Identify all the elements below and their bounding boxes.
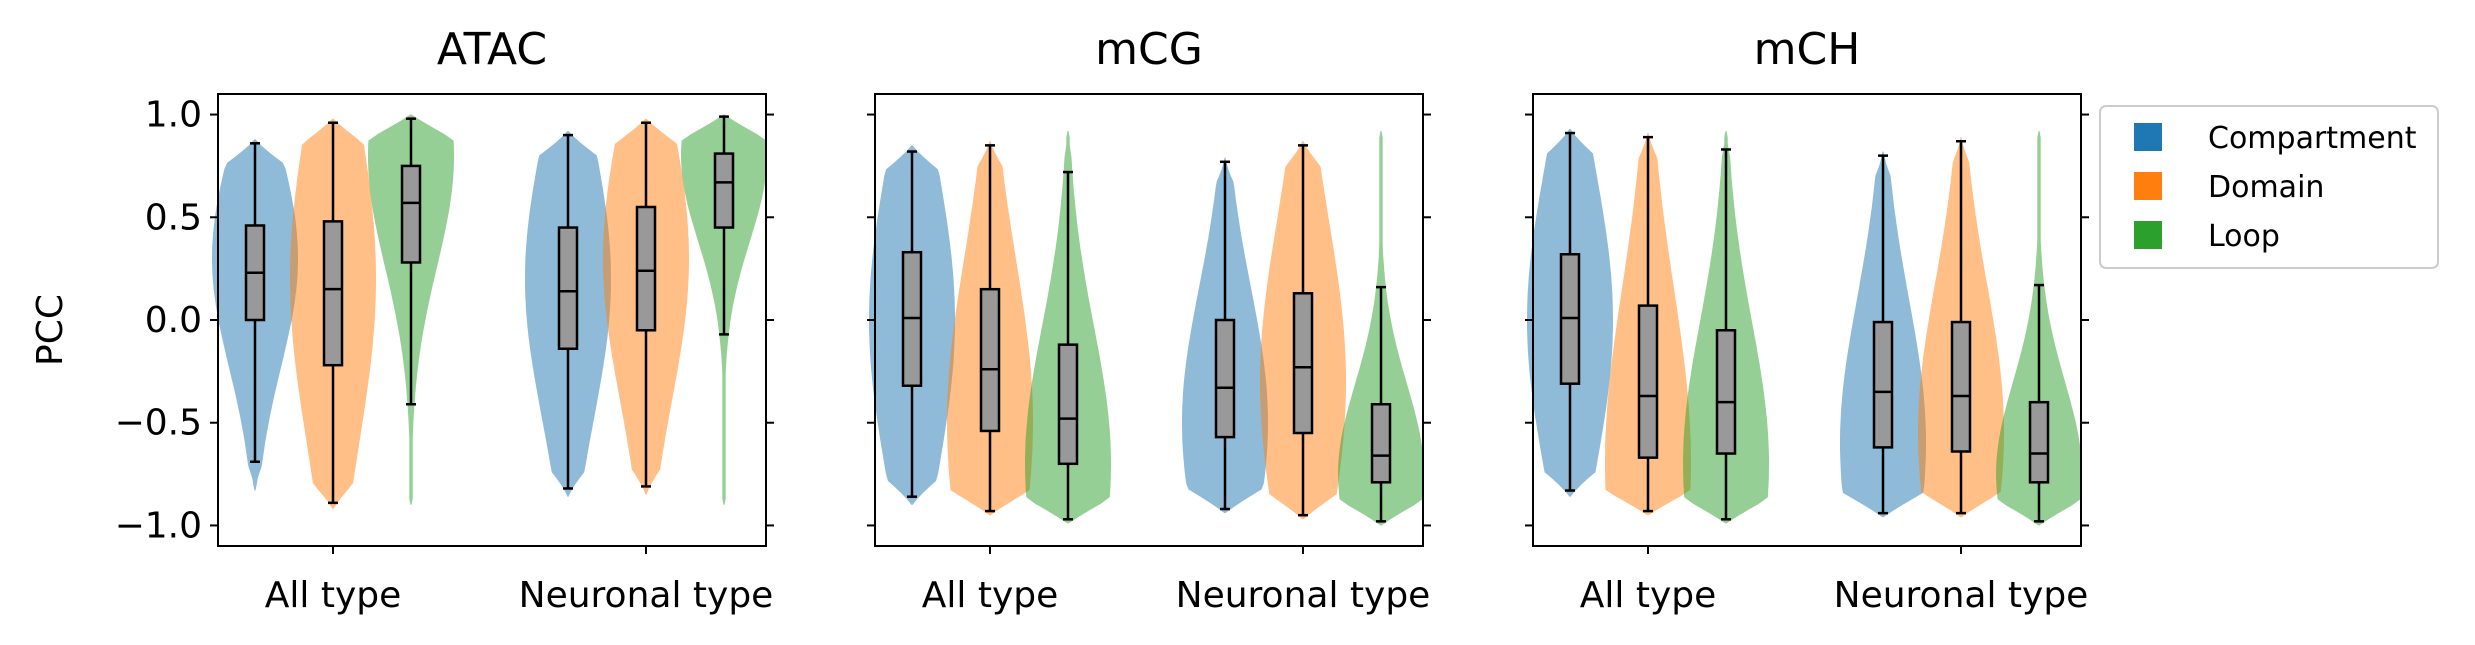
box-iqr bbox=[1950, 320, 1972, 453]
panel-title: mCG bbox=[1095, 24, 1203, 75]
x-tick-label: All type bbox=[265, 575, 402, 616]
panel-mcg: mCG All type Neuronal type bbox=[867, 24, 1431, 616]
box-iqr bbox=[322, 220, 344, 367]
box-iqr bbox=[635, 205, 657, 332]
y-axis-label: PCC bbox=[30, 294, 71, 366]
chart-panels: ATAC All type Neuronal type 1.0 0.5 0.0 −0.5 −1… bbox=[115, 24, 2089, 616]
x-tick-label: Neuronal type bbox=[519, 575, 774, 616]
box-iqr bbox=[557, 226, 579, 351]
panel-mch: mCH All type Neuronal type bbox=[1525, 24, 2089, 616]
legend-frame bbox=[2099, 105, 2439, 269]
y-tick-label: 0.5 bbox=[145, 197, 202, 238]
legend-swatch-domain bbox=[2134, 172, 2162, 200]
legend-label-loop: Loop bbox=[2208, 219, 2280, 254]
legend-swatch-compartment bbox=[2134, 123, 2162, 151]
box-iqr bbox=[2028, 400, 2050, 484]
legend-swatch-loop bbox=[2134, 221, 2162, 249]
x-tick-label: Neuronal type bbox=[1176, 575, 1431, 616]
y-tick-label: 0.0 bbox=[145, 300, 202, 341]
x-tick-label: Neuronal type bbox=[1834, 575, 2089, 616]
y-tick-label: −0.5 bbox=[115, 403, 202, 444]
box-iqr bbox=[1872, 320, 1894, 449]
panel-atac: ATAC All type Neuronal type 1.0 0.5 0.0 −0.5 −1… bbox=[115, 24, 774, 616]
legend-label-domain: Domain bbox=[2208, 170, 2324, 205]
box-iqr bbox=[713, 152, 735, 229]
box-iqr bbox=[1370, 402, 1392, 484]
panel-title: ATAC bbox=[437, 24, 547, 75]
x-tick-label: All type bbox=[922, 575, 1059, 616]
box-iqr bbox=[1715, 329, 1737, 455]
box-iqr bbox=[979, 287, 1001, 433]
box-iqr bbox=[400, 164, 422, 264]
y-tick-label: −1.0 bbox=[115, 505, 202, 546]
legend-label-compartment: Compartment bbox=[2208, 121, 2417, 156]
box-iqr bbox=[1637, 304, 1659, 459]
box-iqr bbox=[1057, 343, 1079, 466]
panel-title: mCH bbox=[1754, 24, 1861, 75]
legend: Compartment Domain Loop bbox=[2099, 105, 2439, 269]
box-iqr bbox=[1214, 318, 1236, 439]
x-tick-label: All type bbox=[1580, 575, 1717, 616]
y-tick-label: 1.0 bbox=[145, 95, 202, 136]
box-iqr bbox=[1292, 292, 1314, 435]
